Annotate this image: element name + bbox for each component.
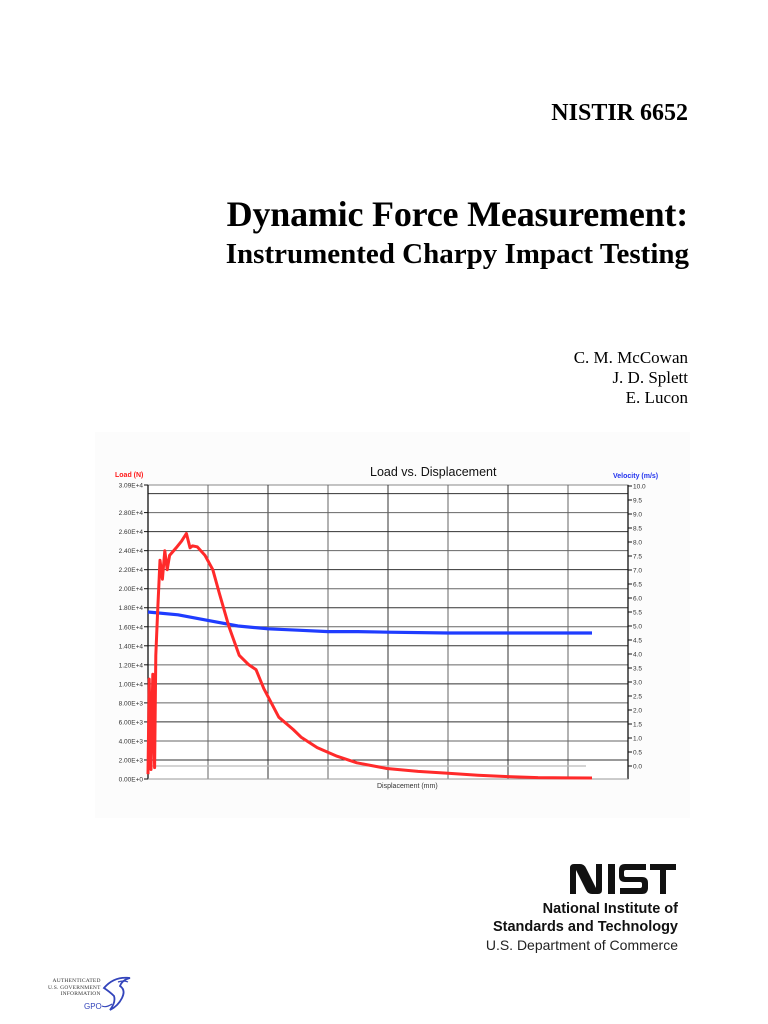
- y2-axis-label: Velocity (m/s): [613, 473, 658, 480]
- author: J. D. Splett: [612, 368, 688, 387]
- svg-text:3.0: 3.0: [633, 680, 642, 687]
- svg-text:2.20E+4: 2.20E+4: [119, 567, 144, 574]
- nist-branding: National Institute of Standards and Tech…: [486, 862, 678, 954]
- department-line: U.S. Department of Commerce: [485, 937, 678, 953]
- svg-text:5.0: 5.0: [633, 624, 642, 631]
- svg-text:9.5: 9.5: [633, 498, 642, 505]
- svg-text:1.20E+4: 1.20E+4: [119, 662, 144, 669]
- velocity-series-line: [147, 610, 592, 635]
- svg-text:8.5: 8.5: [633, 526, 642, 533]
- svg-text:6.0: 6.0: [633, 596, 642, 603]
- nist-name-line1: National Institute of: [542, 901, 678, 917]
- svg-text:1.00E+4: 1.00E+4: [119, 681, 144, 688]
- svg-text:4.0: 4.0: [633, 652, 642, 659]
- gpo-authentication-seal: AUTHENTICATED U.S. GOVERNMENT INFORMATIO…: [38, 972, 138, 1016]
- svg-text:4.5: 4.5: [633, 638, 642, 645]
- svg-text:4.00E+3: 4.00E+3: [119, 738, 144, 745]
- svg-text:9.0: 9.0: [633, 512, 642, 519]
- document-subtitle: Instrumented Charpy Impact Testing: [225, 238, 689, 270]
- gpo-seal-line: U.S. GOVERNMENT: [48, 984, 101, 991]
- svg-text:6.5: 6.5: [633, 582, 642, 589]
- gpo-seal-line: INFORMATION: [60, 991, 101, 997]
- svg-text:8.0: 8.0: [633, 540, 642, 547]
- author: E. Lucon: [625, 388, 688, 407]
- svg-text:1.40E+4: 1.40E+4: [119, 643, 144, 650]
- svg-text:6.00E+3: 6.00E+3: [119, 719, 144, 726]
- nist-name-line2: Standards and Technology: [492, 919, 678, 935]
- svg-text:1.5: 1.5: [633, 722, 642, 729]
- y-axis-label: Load (N): [115, 472, 143, 479]
- svg-text:1.80E+4: 1.80E+4: [119, 605, 144, 612]
- svg-text:8.00E+3: 8.00E+3: [119, 700, 144, 707]
- svg-text:5.5: 5.5: [633, 610, 642, 617]
- svg-text:0.5: 0.5: [633, 750, 642, 757]
- author: C. M. McCowan: [573, 348, 688, 367]
- load-series-line: [146, 532, 593, 780]
- svg-text:3.09E+4: 3.09E+4: [119, 483, 144, 490]
- svg-text:2.0: 2.0: [633, 708, 642, 715]
- svg-text:2.40E+4: 2.40E+4: [119, 548, 144, 555]
- svg-text:7.5: 7.5: [633, 554, 642, 561]
- gpo-label: GPO: [84, 1002, 102, 1011]
- svg-text:0.0: 0.0: [633, 764, 642, 771]
- svg-text:3.5: 3.5: [633, 666, 642, 673]
- x-axis-label: Displacement (mm): [377, 783, 438, 790]
- svg-text:10.0: 10.0: [633, 484, 646, 491]
- svg-text:1.0: 1.0: [633, 736, 642, 743]
- nist-logo-icon: [570, 864, 676, 894]
- load-displacement-chart: Load vs. Displacement Load (N) Velocity …: [95, 432, 690, 818]
- svg-text:7.0: 7.0: [633, 568, 642, 575]
- svg-text:1.60E+4: 1.60E+4: [119, 624, 144, 631]
- y-axis-ticks: 0.00E+0 2.00E+3 4.00E+3 6.00E+3 8.00E+3 1.00E…: [119, 483, 148, 784]
- chart-title: Load vs. Displacement: [370, 465, 497, 479]
- eagle-icon: [101, 976, 131, 1011]
- report-number: NISTIR 6652: [551, 100, 688, 126]
- y2-axis-ticks: 0.0 0.5 1.0 1.5 2.0 2.5 3.0 3.5 4.0 4.5 5.0 5.5 6.0 6…: [628, 484, 646, 771]
- svg-text:2.5: 2.5: [633, 694, 642, 701]
- svg-text:0.00E+0: 0.00E+0: [119, 777, 144, 784]
- author-list: C. M. McCowan J. D. Splett E. Lucon: [574, 348, 688, 408]
- svg-text:2.60E+4: 2.60E+4: [119, 529, 144, 536]
- svg-text:2.80E+4: 2.80E+4: [119, 510, 144, 517]
- chart-canvas: Load vs. Displacement Load (N) Velocity …: [115, 465, 658, 790]
- svg-text:2.00E+4: 2.00E+4: [119, 586, 144, 593]
- gpo-seal-line: AUTHENTICATED: [52, 978, 101, 984]
- svg-text:2.00E+3: 2.00E+3: [119, 757, 144, 764]
- document-title: Dynamic Force Measurement:: [226, 194, 689, 234]
- gpo-seal-text: AUTHENTICATED U.S. GOVERNMENT INFORMATIO…: [48, 978, 101, 998]
